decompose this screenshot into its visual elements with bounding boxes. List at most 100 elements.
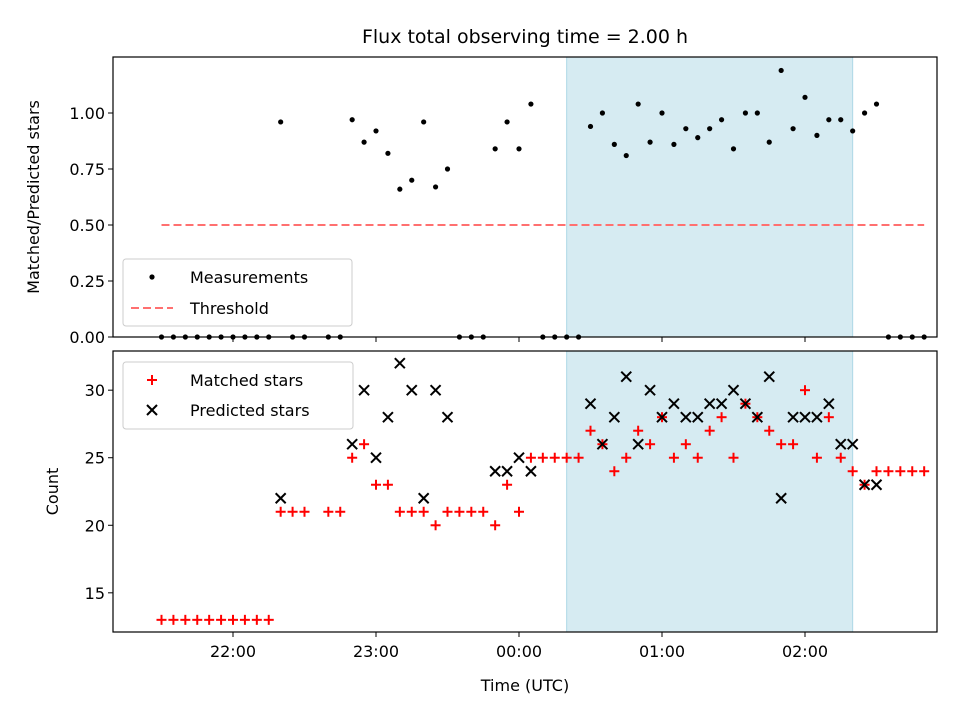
matched-star-point (382, 479, 393, 490)
measurement-point (742, 110, 749, 116)
measurement-point (826, 117, 832, 123)
matched-star-point (811, 452, 822, 463)
predicted-star-point (858, 479, 871, 491)
legend-plus-glyph (147, 375, 157, 385)
measurement-point (385, 150, 391, 156)
predicted-star-point (715, 397, 728, 410)
predicted-star-point (668, 397, 680, 410)
matched-star-point (192, 614, 203, 625)
legend-matched-marker (147, 375, 157, 385)
measurement-point (397, 186, 403, 192)
bottom-legend-box (122, 361, 354, 430)
predicted-star-point (870, 479, 883, 491)
predicted-star-point (656, 411, 668, 423)
matched-star-point (895, 466, 906, 477)
predicted-star-point (620, 370, 632, 383)
matched-star-point (561, 452, 572, 463)
matched-star-point (263, 614, 274, 625)
predicted-star-point (811, 411, 823, 423)
predicted-star-point (274, 492, 287, 504)
x-tick-label: 01:00 (639, 642, 685, 661)
bottom-panel: 15 20 25 30 22:00 23:00 00:00 01:00 02:00 Count… (43, 350, 938, 695)
y-tick-label: 0.25 (69, 272, 105, 291)
measurement-point (373, 128, 379, 134)
matched-star-point (239, 614, 250, 625)
predicted-star-point (584, 397, 597, 410)
predicted-star-point (382, 411, 394, 423)
matched-star-point (406, 506, 417, 517)
matched-star-point (287, 506, 298, 517)
top-legend: Measurements Threshold (122, 258, 353, 327)
measurement-point (528, 101, 534, 107)
matched-star-point (228, 614, 238, 625)
predicted-star-point (799, 411, 811, 423)
top-x-ticks (232, 337, 806, 342)
matched-star-point (776, 439, 787, 450)
predicted-star-point (358, 384, 370, 396)
matched-star-point (371, 479, 381, 490)
legend-measurements-marker (149, 274, 155, 280)
predicted-star-point (763, 370, 775, 383)
top-legend-box (122, 258, 353, 327)
matched-star-point (466, 506, 477, 517)
matched-star-point (251, 614, 262, 625)
top-panel-frame (112, 56, 938, 338)
predicted-star-point (775, 492, 787, 504)
matched-star-point (645, 439, 656, 450)
matched-star-point (323, 506, 334, 517)
observing-window-span-top (566, 56, 854, 338)
matched-star-point (883, 466, 894, 477)
matched-star-point (335, 506, 346, 517)
measurement-point (278, 119, 284, 125)
measurement-point (766, 139, 772, 145)
measurement-point (504, 119, 510, 125)
measurement-point (409, 177, 415, 183)
matched-star-point (585, 425, 596, 436)
matched-star-point (728, 452, 739, 463)
measurement-point (647, 139, 653, 145)
predicted-star-point (525, 465, 537, 477)
matched-star-point (668, 452, 679, 463)
bottom-panel-marks (156, 357, 930, 625)
y-tick-label: 1.00 (69, 104, 105, 123)
matched-star-point (525, 452, 536, 463)
legend-x-glyph (146, 404, 158, 416)
matched-star-point (454, 506, 465, 517)
matched-star-point (299, 506, 310, 517)
top-panel-marks (158, 67, 927, 340)
predicted-star-point (394, 357, 406, 369)
y-tick-label: 15 (85, 584, 105, 603)
matched-star-point (359, 439, 370, 450)
measurement-point (361, 139, 367, 145)
measurement-point (444, 166, 451, 172)
measurement-point (718, 117, 725, 123)
matched-star-point (573, 452, 584, 463)
predicted-star-point (692, 411, 704, 423)
matched-star-point (823, 412, 834, 423)
measurement-point (730, 146, 737, 152)
measurement-point (850, 128, 856, 134)
predicted-star-point (501, 465, 513, 477)
legend-matched-label: Matched stars (190, 371, 303, 390)
measurement-point (516, 146, 522, 152)
matched-star-point (835, 452, 846, 463)
matched-star-point (180, 614, 191, 625)
predicted-star-point (835, 438, 847, 450)
measurement-point (421, 119, 427, 125)
measurement-point (659, 110, 665, 116)
measurement-point (671, 141, 677, 147)
top-y-axis: 0.00 0.25 0.50 0.75 1.00 (69, 104, 113, 347)
predicted-star-point (608, 411, 621, 423)
bottom-y-axis: 15 20 25 30 (85, 381, 113, 603)
matched-star-point (788, 439, 799, 450)
legend-predicted-label: Predicted stars (190, 401, 310, 420)
matched-star-point (847, 466, 858, 477)
measurement-point (838, 117, 844, 123)
predicted-star-point (406, 384, 418, 396)
y-tick-label: 0.75 (69, 160, 105, 179)
matched-star-point (347, 452, 358, 463)
predicted-star-point (727, 384, 740, 396)
predicted-star-point (751, 411, 764, 423)
measurement-point (635, 101, 641, 107)
measurement-point (861, 110, 868, 116)
